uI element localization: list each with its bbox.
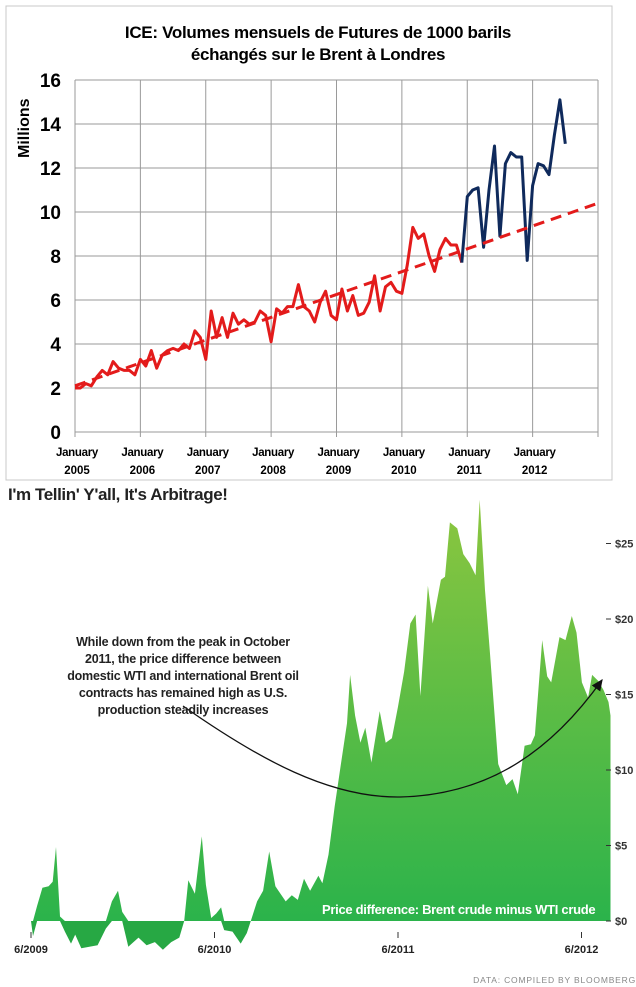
- x-tick-label: January: [121, 447, 164, 459]
- x-tick-label: January: [514, 447, 557, 459]
- x-tick-label: 2011: [457, 465, 483, 477]
- annotation-line: 2011, the price difference between: [84, 652, 282, 666]
- x-tick-label: 6/2010: [198, 944, 232, 956]
- x-tick-label: January: [252, 447, 295, 459]
- y-tick-label: 2: [50, 379, 61, 400]
- x-tick-label: January: [187, 447, 230, 459]
- y-tick-label: 8: [50, 247, 61, 268]
- x-tick-label: January: [317, 447, 360, 459]
- x-tick-label: January: [383, 447, 426, 459]
- y-tick-label: 12: [40, 159, 61, 180]
- y-tick-label: $0: [615, 916, 627, 928]
- source-credit: DATA: COMPILED BY BLOOMBERG: [473, 975, 636, 985]
- x-tick-label: 6/2011: [381, 944, 414, 956]
- y-tick-label: 6: [50, 291, 61, 312]
- x-tick-label: 2012: [522, 465, 548, 477]
- y-tick-label: $20: [615, 614, 633, 626]
- y-tick-label: $15: [615, 690, 633, 702]
- y-tick-label: 10: [40, 203, 61, 224]
- trend-line: [74, 201, 599, 388]
- y-tick-label: $25: [615, 539, 633, 551]
- y-tick-label: 4: [50, 335, 61, 356]
- y-tick-label: $5: [615, 841, 627, 853]
- y-tick-label: 0: [50, 423, 61, 444]
- title-line-1: ICE: Volumes mensuels de Futures de 1000…: [124, 23, 512, 42]
- y-tick-label: 14: [40, 115, 62, 136]
- y-tick-label: 16: [40, 71, 61, 92]
- x-tick-label: January: [448, 447, 491, 459]
- annotation-line: contracts has remained high as U.S.: [78, 686, 288, 700]
- price-difference-chart: $0 $5 $10 $15 $20 $25 6/2009 6/2010 6/2011 6/2012: [14, 499, 633, 956]
- x-tick-label: 2009: [326, 465, 352, 477]
- x-tick-label: 2007: [195, 465, 221, 477]
- x-tick-label: 6/2012: [565, 944, 599, 956]
- x-tick-label: 2008: [260, 465, 286, 477]
- annotation-line: domestic WTI and international Brent oil: [67, 669, 299, 683]
- x-tick-label: January: [56, 447, 99, 459]
- annotation-text: While down from the peak in October 2011…: [63, 634, 303, 719]
- title-line-2: échangés sur le Brent à Londres: [190, 45, 446, 64]
- annotation-line: production steadily increases: [97, 703, 269, 717]
- volume-chart: 0 2 4 6 8 10 12 14 16 January 2005 January 2006 Janua…: [16, 71, 599, 477]
- series-line-2011-2012: [460, 98, 567, 263]
- x-tick-label: 2005: [64, 465, 90, 477]
- top-chart-frame: [5, 5, 613, 481]
- x-tick-label: 2010: [391, 465, 417, 477]
- series-line-2005-2010: [75, 225, 464, 390]
- price-difference-chart-title: I'm Tellin' Y'all, It's Arbitrage!: [8, 485, 228, 504]
- y-axis-label: Millions: [16, 98, 33, 158]
- annotation-arrow: [182, 678, 603, 798]
- volume-chart-title: ICE: Volumes mensuels de Futures de 1000…: [0, 22, 636, 66]
- area-negative: [31, 921, 611, 950]
- annotation-line: While down from the peak in October: [76, 635, 290, 649]
- y-tick-label: $10: [615, 765, 633, 777]
- series-label: Price difference: Brent crude minus WTI …: [322, 902, 596, 917]
- x-tick-label: 6/2009: [14, 944, 48, 956]
- x-tick-label: 2006: [130, 465, 156, 477]
- area-positive: [31, 499, 611, 921]
